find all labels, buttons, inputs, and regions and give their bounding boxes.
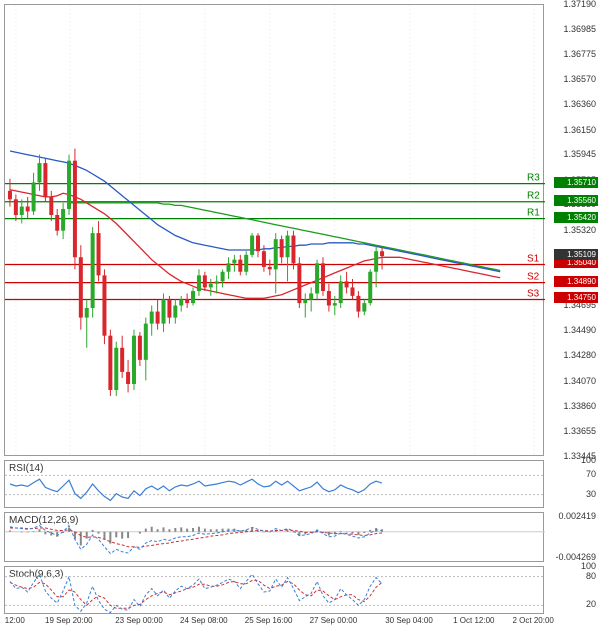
ytick-label: 1.35320 [546, 225, 596, 235]
last-price-tag: 1.35109 [554, 249, 598, 260]
xtick-label: 25 Sep 16:00 [245, 616, 293, 625]
rsi-svg [5, 461, 545, 509]
ytick-label: 1.33655 [546, 426, 596, 436]
ytick-label: 1.36775 [546, 49, 596, 59]
ytick-label: 1.36570 [546, 74, 596, 84]
stoch-panel[interactable]: Stoch(9,6,3) [4, 566, 544, 614]
xtick-label: 23 Sep 00:00 [115, 616, 163, 625]
xtick-label: 19 Sep 20:00 [45, 616, 93, 625]
ytick-label: 1.35945 [546, 149, 596, 159]
xtick-label: 27 Sep 00:00 [310, 616, 358, 625]
ytick-label: 1.34490 [546, 325, 596, 335]
pivot-tag-R2: 1.35560 [554, 195, 598, 206]
time-axis: 12:00 19 Sep 20:00 23 Sep 00:00 24 Sep 08:0… [4, 616, 544, 628]
svg-text:R3: R3 [527, 173, 540, 184]
ytick-label: 1.34280 [546, 350, 596, 360]
macd-svg [5, 513, 545, 563]
stoch-svg [5, 567, 545, 615]
pivot-tag-R1: 1.35420 [554, 212, 598, 223]
macd-panel[interactable]: MACD(12,26,9) [4, 512, 544, 562]
chart-root: R3R2R1S1S2S3 1.334451.336551.338601.3407… [0, 0, 600, 629]
xtick-label: 1 Oct 12:00 [453, 616, 494, 625]
rsi-panel[interactable]: RSI(14) [4, 460, 544, 508]
ytick-label: 1.36360 [546, 99, 596, 109]
ytick-label: 1.36150 [546, 125, 596, 135]
xtick-label: 2 Oct 20:00 [513, 616, 554, 625]
svg-text:R1: R1 [527, 208, 540, 219]
stoch-yaxis: 2080100 [546, 566, 600, 614]
price-panel[interactable]: R3 R2 R1 S1 S2 S3 [4, 4, 544, 456]
price-chart-svg: R3 R2 R1 S1 S2 S3 [5, 5, 545, 457]
ytick-label: 1.34070 [546, 376, 596, 386]
xtick-label: 12:00 [5, 616, 25, 625]
svg-text:S1: S1 [527, 253, 540, 264]
xtick-label: 24 Sep 08:00 [180, 616, 228, 625]
rsi-yaxis: 3070100 [546, 460, 600, 508]
macd-yaxis: -0.0042690.002419 [546, 512, 600, 562]
svg-text:R2: R2 [527, 191, 540, 202]
ytick-label: 1.37190 [546, 0, 596, 9]
ytick-label: 1.33860 [546, 401, 596, 411]
price-yaxis: 1.334451.336551.338601.340701.342801.344… [546, 4, 600, 456]
xtick-label: 30 Sep 04:00 [385, 616, 433, 625]
svg-text:S2: S2 [527, 272, 540, 283]
ytick-label: 1.36985 [546, 24, 596, 34]
svg-text:S3: S3 [527, 288, 540, 299]
pivot-tag-S2: 1.34890 [554, 276, 598, 287]
pivot-tag-R3: 1.35710 [554, 177, 598, 188]
pivot-tag-S3: 1.34750 [554, 292, 598, 303]
